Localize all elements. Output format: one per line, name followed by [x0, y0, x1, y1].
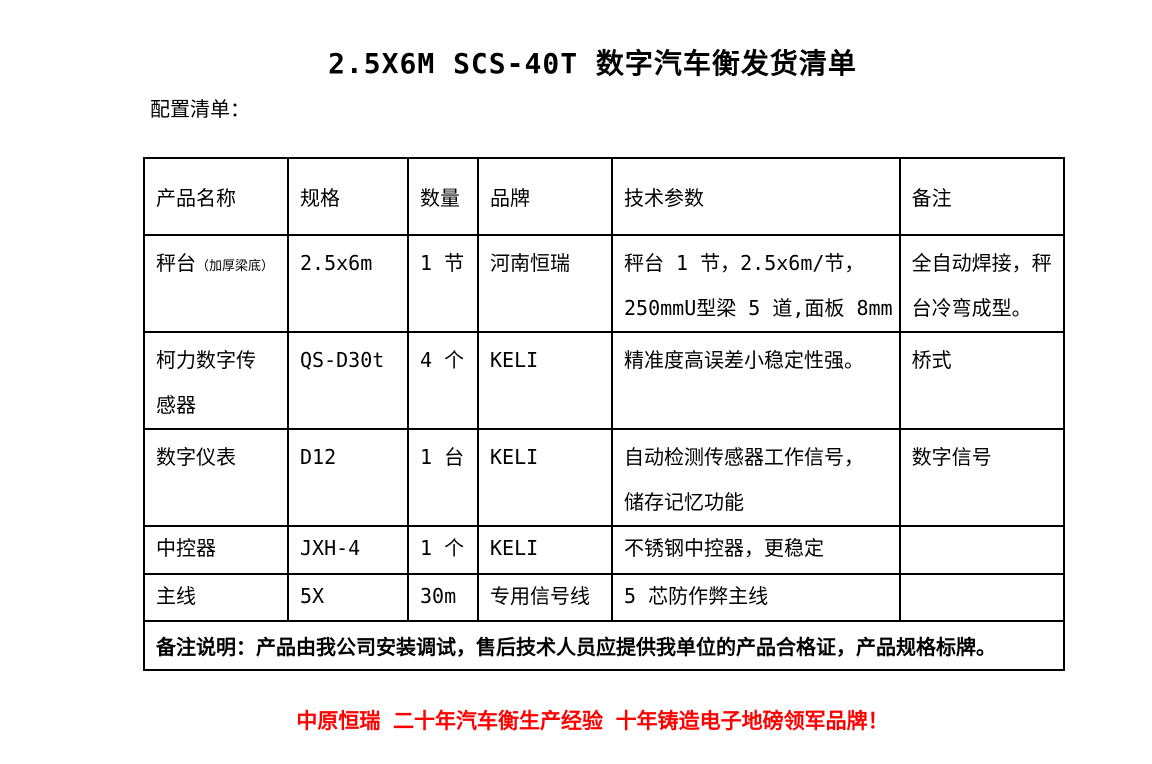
product-name-text: 秤台 [156, 251, 196, 275]
note-text: 备注说明：产品由我公司安装调试，售后技术人员应提供我单位的产品合格证，产品规格标… [143, 620, 1065, 671]
cell-product-name: 数字仪表 [143, 428, 289, 527]
cell-remark [898, 573, 1065, 622]
table-row-weighbridge: 秤台（加厚梁底） 2.5x6m 1 节 河南恒瑞 秤台 1 节，2.5x6m/节… [143, 234, 1065, 333]
cell-spec: D12 [287, 428, 409, 527]
column-header-spec: 规格 [287, 157, 409, 236]
cell-spec: 2.5x6m [287, 234, 409, 333]
cell-remark: 桥式 [898, 331, 1065, 430]
table-row-main-cable: 主线 5X 30m 专用信号线 5 芯防作弊主线 [143, 573, 1065, 622]
cell-product-name: 柯力数字传 感器 [143, 331, 289, 430]
column-header-tech-params: 技术参数 [611, 157, 901, 236]
cell-remark: 数字信号 [898, 428, 1065, 527]
cell-quantity: 30m [407, 573, 479, 622]
cell-brand: KELI [477, 428, 613, 527]
cell-remark [898, 525, 1065, 575]
column-header-product-name: 产品名称 [143, 157, 289, 236]
cell-quantity: 1 个 [407, 525, 479, 575]
cell-quantity: 1 台 [407, 428, 479, 527]
cell-tech-params: 不锈钢中控器，更稳定 [611, 525, 901, 575]
column-header-remark: 备注 [898, 157, 1065, 236]
cell-brand: KELI [477, 525, 613, 575]
cell-remark: 全自动焊接，秤 台冷弯成型。 [898, 234, 1065, 333]
cell-quantity: 4 个 [407, 331, 479, 430]
table-note-row: 备注说明：产品由我公司安装调试，售后技术人员应提供我单位的产品合格证，产品规格标… [143, 620, 1065, 671]
cell-spec: 5X [287, 573, 409, 622]
config-table: 产品名称 规格 数量 品牌 技术参数 备注 秤台（加厚梁底） 2.5x6m 1 … [143, 157, 1065, 671]
cell-brand: 河南恒瑞 [477, 234, 613, 333]
cell-product-name: 中控器 [143, 525, 289, 575]
cell-brand: 专用信号线 [477, 573, 613, 622]
table-row-load-cell: 柯力数字传 感器 QS-D30t 4 个 KELI 精准度高误差小稳定性强。 桥… [143, 331, 1065, 430]
cell-tech-params: 自动检测传感器工作信号， 储存记忆功能 [611, 428, 901, 527]
cell-tech-params: 5 芯防作弊主线 [611, 573, 901, 622]
cell-quantity: 1 节 [407, 234, 479, 333]
cell-tech-params: 精准度高误差小稳定性强。 [611, 331, 901, 430]
cell-brand: KELI [477, 331, 613, 430]
table-header-row: 产品名称 规格 数量 品牌 技术参数 备注 [143, 157, 1065, 236]
cell-tech-params: 秤台 1 节，2.5x6m/节， 250mmU型梁 5 道,面板 8mm [611, 234, 901, 333]
table-row-junction-box: 中控器 JXH-4 1 个 KELI 不锈钢中控器，更稳定 [143, 525, 1065, 575]
section-label-config-list: 配置清单： [150, 97, 250, 121]
column-header-quantity: 数量 [407, 157, 479, 236]
page-title: 2.5X6M SCS-40T 数字汽车衡发货清单 [328, 47, 857, 80]
cell-product-name: 主线 [143, 573, 289, 622]
cell-product-name: 秤台（加厚梁底） [143, 234, 289, 333]
footer-slogan: 中原恒瑞 二十年汽车衡生产经验 十年铸造电子地磅领军品牌！ [296, 709, 889, 733]
product-name-note: （加厚梁底） [196, 259, 275, 274]
column-header-brand: 品牌 [477, 157, 613, 236]
cell-spec: JXH-4 [287, 525, 409, 575]
table-row-digital-indicator: 数字仪表 D12 1 台 KELI 自动检测传感器工作信号， 储存记忆功能 数字… [143, 428, 1065, 527]
cell-spec: QS-D30t [287, 331, 409, 430]
